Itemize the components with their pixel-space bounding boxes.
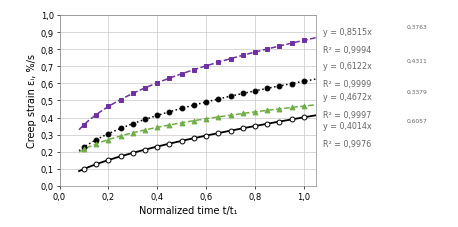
Text: 0,4311: 0,4311 [407,58,428,63]
X-axis label: Normalized time t/t₁: Normalized time t/t₁ [138,205,237,215]
Text: 0,3763: 0,3763 [407,24,427,29]
Text: R² = 0,9999: R² = 0,9999 [323,80,371,89]
Text: R² = 0,9976: R² = 0,9976 [323,140,371,149]
Text: y = 0,4014x: y = 0,4014x [323,121,371,131]
Text: y = 0,6122x: y = 0,6122x [323,62,372,71]
Text: R² = 0,9994: R² = 0,9994 [323,46,371,55]
Text: y = 0,8515x: y = 0,8515x [323,28,372,37]
Text: y = 0,4672x: y = 0,4672x [323,93,372,101]
Text: 0,3379: 0,3379 [407,89,427,94]
Text: 0,6057: 0,6057 [407,118,428,123]
Y-axis label: Creep strain εᵢ, %/s: Creep strain εᵢ, %/s [27,54,37,148]
Text: R² = 0,9997: R² = 0,9997 [323,111,371,120]
